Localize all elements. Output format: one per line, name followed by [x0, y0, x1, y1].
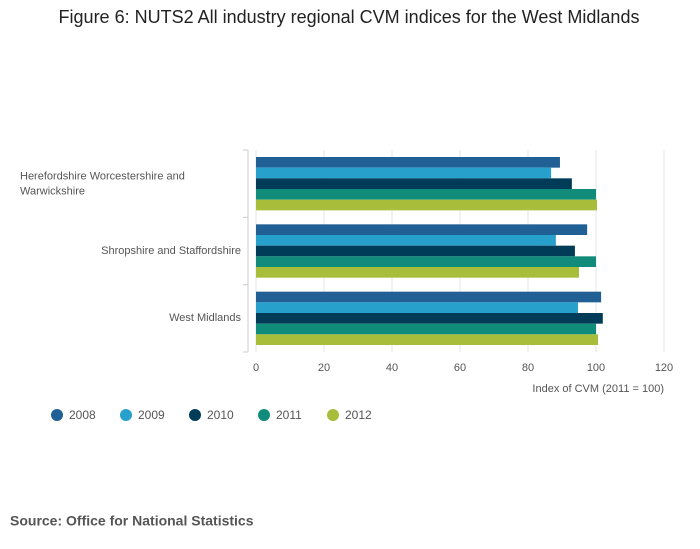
bar	[256, 267, 579, 278]
bar	[256, 313, 603, 324]
bar	[256, 199, 598, 211]
legend-marker	[258, 409, 270, 421]
x-axis-title: Index of CVM (2011 = 100)	[532, 383, 664, 395]
bar	[256, 245, 575, 257]
y-tick-label: Herefordshire Worcestershire and Warwicks…	[20, 171, 185, 198]
bar	[256, 323, 596, 335]
bar	[256, 189, 596, 200]
x-tick-label: 0	[253, 362, 259, 374]
source: Source: Office for National Statistics	[10, 513, 254, 529]
x-tick-label: 20	[318, 362, 330, 374]
x-tick-label: 60	[454, 362, 466, 374]
bar	[256, 291, 602, 303]
bar	[256, 302, 578, 313]
bar	[256, 157, 560, 168]
bar	[256, 167, 552, 179]
bar	[256, 235, 556, 246]
legend-marker	[327, 409, 339, 421]
bar	[256, 178, 572, 189]
legend-marker	[120, 409, 132, 421]
legend-marker	[189, 409, 201, 421]
chart-title: Figure 6: NUTS2 All industry regional CV…	[59, 7, 640, 27]
x-tick-label: 100	[587, 362, 605, 374]
bar	[256, 334, 599, 345]
legend-marker	[51, 409, 63, 421]
x-tick-label: 80	[522, 362, 534, 374]
x-tick-label: 120	[655, 362, 673, 374]
legend-text: 2008	[69, 408, 96, 422]
legend-text: 2011	[276, 408, 302, 422]
y-tick-label: Shropshire and Staffordshire	[101, 245, 241, 257]
y-tick-label: West Midlands	[169, 312, 241, 324]
bar	[256, 256, 596, 267]
x-tick-label: 40	[386, 362, 398, 374]
legend-text: 2012	[345, 408, 372, 422]
bar	[256, 224, 588, 235]
legend-text: 2009	[138, 408, 165, 422]
legend-text: 2010	[207, 408, 234, 422]
